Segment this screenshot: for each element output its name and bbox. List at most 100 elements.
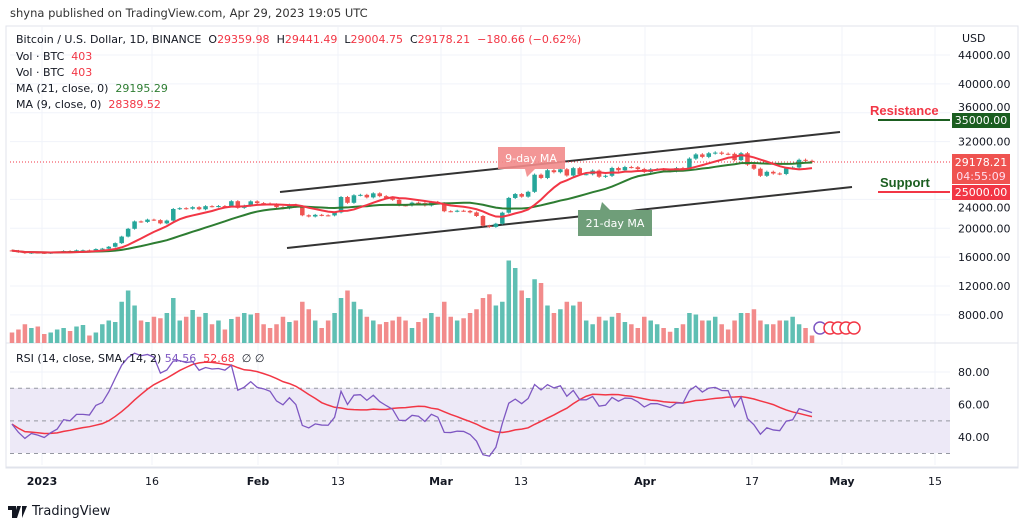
price-tick: 16000.00 [958,251,1011,264]
ma9-label: MA (9, close, 0) [16,98,102,111]
candle-body [519,194,524,197]
price-tick: 44000.00 [958,49,1011,62]
candle-body [583,174,589,176]
candle-body [364,194,370,198]
volume-bar [190,310,195,343]
volume-bar [145,322,150,343]
volume-bar [422,318,428,343]
price-tick: 12000.00 [958,280,1011,293]
candle-body [196,207,202,210]
tradingview-logo-icon [8,505,27,518]
candle-body [112,243,118,247]
ma21-value: 29195.29 [115,82,168,95]
candle-body [532,174,537,192]
candle-body [80,250,86,252]
candle-body [177,208,182,210]
candle-body [345,197,350,203]
event-icons[interactable] [813,321,861,335]
candle-body [106,246,112,249]
volume-bar [642,316,647,343]
time-tick: Apr [634,475,656,488]
volume-bar [803,328,808,343]
volume-bar [654,324,660,343]
candle-body [254,201,260,204]
volume-bar [732,320,737,343]
volume-bar [332,313,337,343]
volume-bar [171,298,176,343]
ma21-callout: 21-day MA [578,202,652,236]
trendlines [279,131,853,249]
volume-bar [67,331,73,343]
rsi-value: 54.56 [164,352,197,365]
candle-body [687,158,692,169]
volume-bar [196,316,202,343]
candle-body [235,201,241,208]
volume-bar [622,322,628,343]
time-axis[interactable]: 2023 16 Feb 13 Mar 13 Apr 17 May 15 [27,475,942,488]
volume-bar [461,318,466,343]
candle-body [358,194,363,196]
close-value: 29178.21 [417,33,471,46]
volume-bar [242,313,247,343]
candle-body [751,164,757,169]
volume-bar [564,301,570,343]
tradingview-logo[interactable]: TradingView [8,504,111,519]
support-label: Support [880,175,930,190]
candle-body [512,194,518,198]
candle-body [74,250,79,252]
volume-bar [151,316,157,343]
volume-bar [390,320,395,343]
candle-body [500,212,505,224]
volume-bar [351,301,357,343]
candle-body [596,170,602,177]
volume-bar [551,313,557,343]
candle-body [416,202,421,204]
open-value: 29359.98 [217,33,270,46]
low-label: L [344,33,351,46]
volume-bar [203,313,208,343]
candle-body [190,207,195,209]
candle-body [100,248,105,250]
volume-bar [106,320,112,343]
price-tick: 36000.00 [958,101,1011,114]
candle-body [396,199,402,206]
volume-bar [345,290,350,343]
candle-body [312,214,318,217]
price-tick: 32000.00 [958,136,1011,149]
candle-body [306,215,312,217]
candle-body [164,220,170,224]
volume-bar [558,309,563,343]
volume-bar [809,335,815,343]
volume-bar [758,320,763,343]
ma9-callout-text: 9-day MA [505,152,557,165]
chart-frame [5,25,1019,469]
volume-bar [512,268,518,343]
volume-bar [674,328,679,343]
volume-bar [603,320,608,343]
volume-bar [319,328,324,343]
ma21-callout-text: 21-day MA [586,217,645,230]
time-tick: 16 [145,475,159,488]
candle-body [577,168,582,175]
price-axis[interactable]: 44000.00 40000.00 36000.00 32000.00 24000.00… [958,49,1011,322]
volume-bar [132,305,137,343]
candle-body [738,153,744,161]
volume-bar [648,320,653,343]
volume-value: 403 [71,66,93,79]
candle-body [132,221,137,229]
candle-body [351,195,357,203]
volume-bar [538,283,544,343]
volume-bar [325,320,331,343]
change-value: −180.66 (−0.62%) [477,33,582,46]
volume-bar [403,320,408,343]
candle-body [338,197,344,213]
currency-label: USD [962,32,986,45]
volume-bar [74,326,79,343]
time-tick: May [829,475,854,488]
rsi-axis[interactable]: 80.00 60.00 40.00 [958,366,990,444]
volume-bar [338,298,344,343]
volume-bar [267,328,273,343]
symbol-name: Bitcoin / U.S. Dollar, 1D, BINANCE [16,33,202,46]
open-label: O [208,33,218,46]
